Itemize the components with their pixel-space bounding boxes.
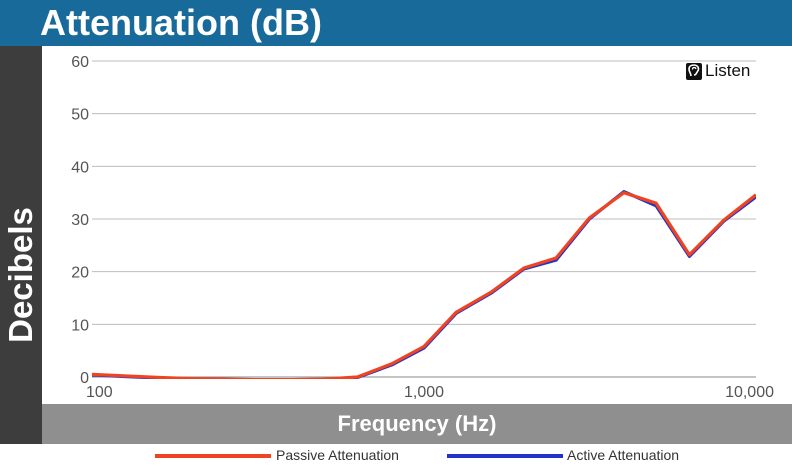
legend-swatch-passive — [155, 454, 271, 458]
y-tick-label: 50 — [71, 107, 89, 124]
listen-logo: Listen — [686, 61, 750, 81]
x-axis-label: Frequency (Hz) — [337, 411, 497, 436]
x-tick-label: 10,000 — [725, 384, 774, 401]
y-tick-label: 40 — [71, 159, 89, 176]
listen-logo-icon — [686, 62, 702, 80]
chart-area: 0 10 20 30 40 50 60 100 1,000 10,000 — [71, 54, 774, 401]
x-tick-label: 1,000 — [404, 384, 444, 401]
y-tick-label: 10 — [71, 317, 89, 334]
y-tick-label: 60 — [71, 54, 89, 71]
y-axis-label-bar: Decibels — [0, 46, 42, 444]
legend-swatch-active — [447, 454, 563, 458]
series-line-passive-attenuation — [92, 191, 756, 379]
y-tick-label: 0 — [80, 370, 89, 387]
legend: Passive Attenuation Active Attenuation — [0, 446, 792, 466]
series-line-active-attenuation — [92, 190, 756, 379]
y-tick-label: 30 — [71, 212, 89, 229]
legend-label-passive: Passive Attenuation — [276, 447, 399, 463]
chart-title: Attenuation (dB) — [40, 2, 322, 43]
x-axis-label-bar: Frequency (Hz) — [42, 404, 792, 444]
title-bar: Attenuation (dB) — [0, 0, 792, 46]
legend-label-active: Active Attenuation — [567, 447, 680, 463]
listen-logo-text: Listen — [705, 61, 751, 80]
x-tick-label: 100 — [86, 384, 113, 401]
y-tick-label: 20 — [71, 265, 89, 282]
